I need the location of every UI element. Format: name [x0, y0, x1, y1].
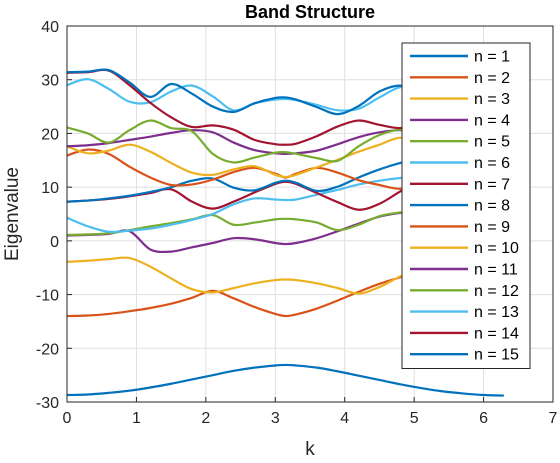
- legend-label-15: n = 15: [474, 347, 519, 364]
- axes-box: [66, 25, 554, 403]
- y-tick-label: 20: [41, 126, 59, 143]
- x-tick-label: 6: [479, 410, 488, 427]
- ticks: 0 1 2 3 4 5 6 7 -30 -20 -10 0 10 20 30 40: [36, 19, 558, 427]
- y-tick-label: -30: [36, 395, 59, 412]
- x-tick-label: 1: [132, 410, 141, 427]
- legend-label-13: n = 13: [474, 304, 519, 321]
- legend-label-12: n = 12: [474, 283, 519, 300]
- legend-label-1: n = 1: [474, 49, 510, 66]
- legend-label-6: n = 6: [474, 155, 510, 172]
- y-tick-label: 40: [41, 19, 59, 36]
- y-tick-label: -20: [36, 341, 59, 358]
- legend-label-7: n = 7: [474, 176, 510, 193]
- legend: n = 1 n = 2 n = 3 n = 4 n = 5 n = 6 n = 7 n = 8…: [401, 42, 531, 369]
- legend-label-9: n = 9: [474, 219, 510, 236]
- legend-label-11: n = 11: [474, 262, 518, 279]
- x-tick-label: 4: [340, 410, 349, 427]
- y-tick-label: 0: [50, 234, 59, 251]
- y-axis-label: Eigenvalue: [2, 167, 23, 261]
- x-tick-label: 7: [549, 410, 558, 427]
- y-tick-label: 10: [41, 180, 59, 197]
- legend-label-4: n = 4: [474, 112, 510, 129]
- x-axis-label: k: [305, 439, 315, 458]
- x-tick-label: 0: [63, 410, 72, 427]
- x-tick-label: 2: [201, 410, 210, 427]
- legend-label-3: n = 3: [474, 91, 510, 108]
- y-tick-label: -10: [36, 288, 59, 305]
- legend-label-10: n = 10: [474, 240, 519, 257]
- chart-title: Band Structure: [245, 2, 375, 22]
- y-tick-label: 30: [41, 73, 59, 90]
- legend-label-8: n = 8: [474, 198, 510, 215]
- x-tick-label: 3: [271, 410, 280, 427]
- legend-label-2: n = 2: [474, 70, 510, 87]
- x-tick-label: 5: [410, 410, 419, 427]
- legend-label-5: n = 5: [474, 134, 510, 151]
- legend-label-14: n = 14: [474, 325, 519, 342]
- series-line-1: [67, 363, 505, 397]
